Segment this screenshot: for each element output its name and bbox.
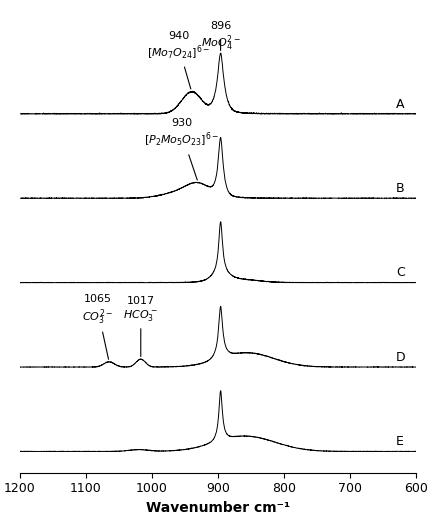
Text: 930
$[P_2Mo_5O_{23}]^{6-}$: 930 $[P_2Mo_5O_{23}]^{6-}$ [144,118,219,180]
Text: E: E [396,435,404,448]
Text: 896
$MoO_4^{2-}$: 896 $MoO_4^{2-}$ [200,21,241,53]
Text: 1065
$CO_3^{2-}$: 1065 $CO_3^{2-}$ [82,294,114,359]
Text: D: D [396,351,406,364]
Text: B: B [396,182,405,195]
Text: C: C [396,266,405,279]
Text: A: A [396,98,405,111]
X-axis label: Wavenumber cm⁻¹: Wavenumber cm⁻¹ [146,501,290,515]
Text: 1017
$HCO_3^-$: 1017 $HCO_3^-$ [124,296,158,357]
Text: 940
$[Mo_7O_{24}]^{6-}$: 940 $[Mo_7O_{24}]^{6-}$ [146,31,210,89]
